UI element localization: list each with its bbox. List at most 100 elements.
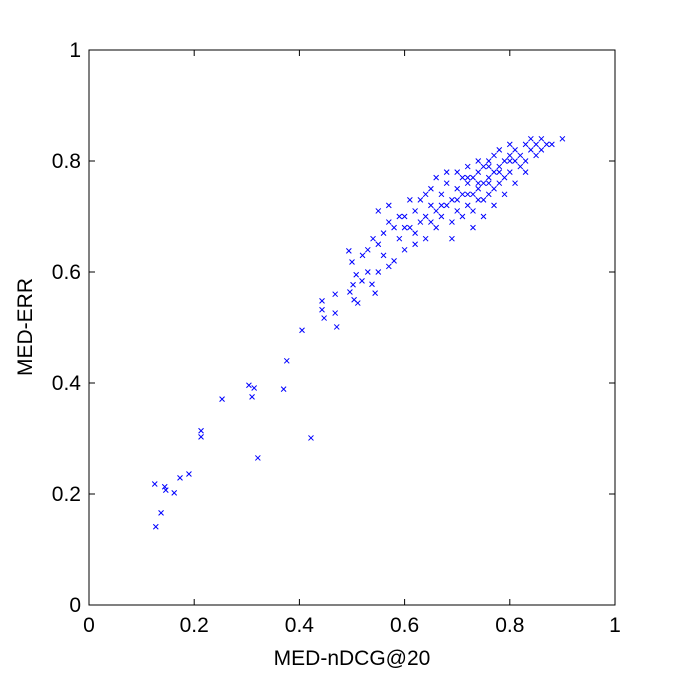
point xyxy=(359,252,366,259)
point xyxy=(464,202,471,209)
point xyxy=(543,141,550,148)
point xyxy=(412,230,418,237)
point xyxy=(412,208,418,214)
point xyxy=(438,191,445,198)
point xyxy=(443,169,450,175)
point xyxy=(454,185,461,192)
point xyxy=(158,510,164,516)
point xyxy=(501,158,508,164)
point xyxy=(412,241,418,248)
y-tick-label: 0 xyxy=(69,594,81,617)
point xyxy=(299,327,305,334)
point xyxy=(506,169,513,175)
point xyxy=(428,219,434,225)
point xyxy=(370,235,376,242)
x-tick-label: 1 xyxy=(609,614,621,637)
point xyxy=(422,235,429,242)
point xyxy=(454,208,461,214)
point xyxy=(349,259,355,265)
point xyxy=(433,224,440,231)
y-tick-label: 0.8 xyxy=(52,150,81,173)
x-tick-label: 0 xyxy=(83,614,95,637)
point xyxy=(538,135,545,142)
y-tick-label: 0.2 xyxy=(52,483,81,506)
point xyxy=(251,385,258,391)
point xyxy=(428,202,434,209)
point xyxy=(249,394,255,400)
point xyxy=(198,427,204,434)
point xyxy=(522,169,529,175)
point xyxy=(375,208,382,214)
point xyxy=(470,224,476,231)
point xyxy=(559,135,566,142)
point xyxy=(152,523,159,530)
point xyxy=(198,433,204,440)
point xyxy=(369,281,375,288)
point xyxy=(496,147,503,153)
point xyxy=(517,163,524,170)
point xyxy=(385,263,392,270)
point xyxy=(443,202,450,209)
point xyxy=(491,202,497,209)
x-tick-label: 0.8 xyxy=(495,614,524,637)
point xyxy=(433,208,440,214)
point xyxy=(396,213,403,220)
point xyxy=(345,248,352,254)
point xyxy=(353,271,360,278)
point xyxy=(319,298,325,304)
point xyxy=(475,185,482,192)
point xyxy=(491,152,497,159)
point xyxy=(321,315,327,321)
point xyxy=(443,180,450,187)
point xyxy=(401,213,408,220)
y-tick-label: 1 xyxy=(69,39,81,62)
point xyxy=(162,487,169,493)
point xyxy=(464,180,471,187)
point xyxy=(364,246,371,253)
point xyxy=(375,269,382,275)
point xyxy=(522,158,529,164)
point xyxy=(501,191,508,198)
point xyxy=(364,269,371,275)
point xyxy=(151,481,158,487)
y-tick-label: 0.6 xyxy=(52,261,81,284)
point xyxy=(459,213,466,220)
point xyxy=(491,185,497,192)
point xyxy=(375,241,382,248)
plot-frame xyxy=(88,49,616,606)
point xyxy=(501,174,508,181)
point xyxy=(533,152,539,159)
point xyxy=(422,191,429,198)
point xyxy=(496,169,503,175)
point xyxy=(506,152,513,159)
point xyxy=(512,147,518,153)
point xyxy=(475,169,482,175)
point xyxy=(380,230,387,237)
point xyxy=(449,219,455,225)
point xyxy=(385,202,392,209)
point xyxy=(438,213,445,220)
y-tick-label: 0.4 xyxy=(52,372,82,395)
point xyxy=(372,290,378,296)
point xyxy=(454,196,461,203)
point xyxy=(464,191,471,198)
point xyxy=(538,147,545,153)
point xyxy=(401,246,408,253)
point xyxy=(496,180,503,187)
point xyxy=(527,147,534,153)
x-tick-label: 0.2 xyxy=(180,614,209,637)
point xyxy=(470,208,476,214)
point xyxy=(347,289,353,295)
point xyxy=(380,252,387,259)
point xyxy=(470,191,476,198)
point xyxy=(171,490,178,496)
point xyxy=(464,163,471,170)
point xyxy=(177,475,183,481)
point xyxy=(354,300,361,306)
point xyxy=(280,386,287,392)
point xyxy=(422,213,429,220)
point xyxy=(283,357,290,364)
point xyxy=(506,141,513,148)
point xyxy=(517,152,524,159)
